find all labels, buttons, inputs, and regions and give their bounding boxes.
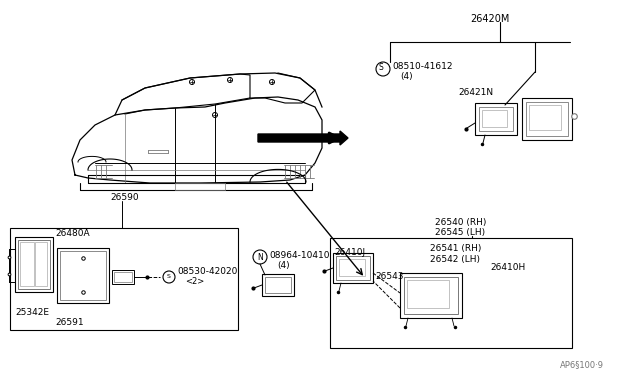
Circle shape [269,80,275,84]
Bar [15,237,53,292]
Circle shape [227,77,232,83]
Bar [400,273,462,318]
Polygon shape [258,131,348,145]
Bar [114,272,132,282]
Circle shape [253,250,267,264]
Bar [112,270,134,284]
Text: 26540 (RH): 26540 (RH) [435,218,486,227]
Bar [529,105,561,130]
Text: 26480A: 26480A [55,229,90,238]
Text: 25342E: 25342E [15,308,49,317]
Text: 26421N: 26421N [458,88,493,97]
Text: 26542 (LH): 26542 (LH) [430,255,480,264]
Text: 08510-41612: 08510-41612 [392,62,452,71]
Bar [262,274,294,296]
Circle shape [376,62,390,76]
Circle shape [212,112,218,118]
Bar [336,256,370,280]
Text: 26591: 26591 [55,318,84,327]
Text: AP6§100·9: AP6§100·9 [560,360,604,369]
Text: 26410J: 26410J [334,248,365,257]
Circle shape [163,271,175,283]
Bar [35,242,47,286]
Bar [475,103,517,135]
Text: 26590: 26590 [110,193,139,202]
Text: S: S [167,275,171,279]
Bar [407,280,449,308]
Bar [20,242,34,286]
Text: S: S [379,63,383,72]
Circle shape [189,80,195,84]
Bar [526,102,568,136]
Bar [57,248,109,303]
Text: 08530-42020: 08530-42020 [177,267,237,276]
Text: 08964-10410: 08964-10410 [269,251,330,260]
Bar [522,98,572,140]
Bar [333,253,373,283]
Bar [60,251,106,300]
Bar [265,277,291,293]
Bar [330,238,572,348]
Text: 26410H: 26410H [490,263,525,272]
Text: <2>: <2> [185,277,204,286]
Bar [479,107,513,131]
Text: N: N [257,253,263,262]
Text: 26543: 26543 [375,272,403,281]
Text: (4): (4) [400,72,413,81]
Bar [482,110,507,127]
Bar [339,259,365,276]
Text: 26541 (RH): 26541 (RH) [430,244,481,253]
Text: 26545 (LH): 26545 (LH) [435,228,485,237]
Bar [10,228,238,330]
Text: (4): (4) [277,261,290,270]
Bar [404,277,458,314]
Bar [18,240,50,289]
Text: 26420M: 26420M [470,14,509,24]
